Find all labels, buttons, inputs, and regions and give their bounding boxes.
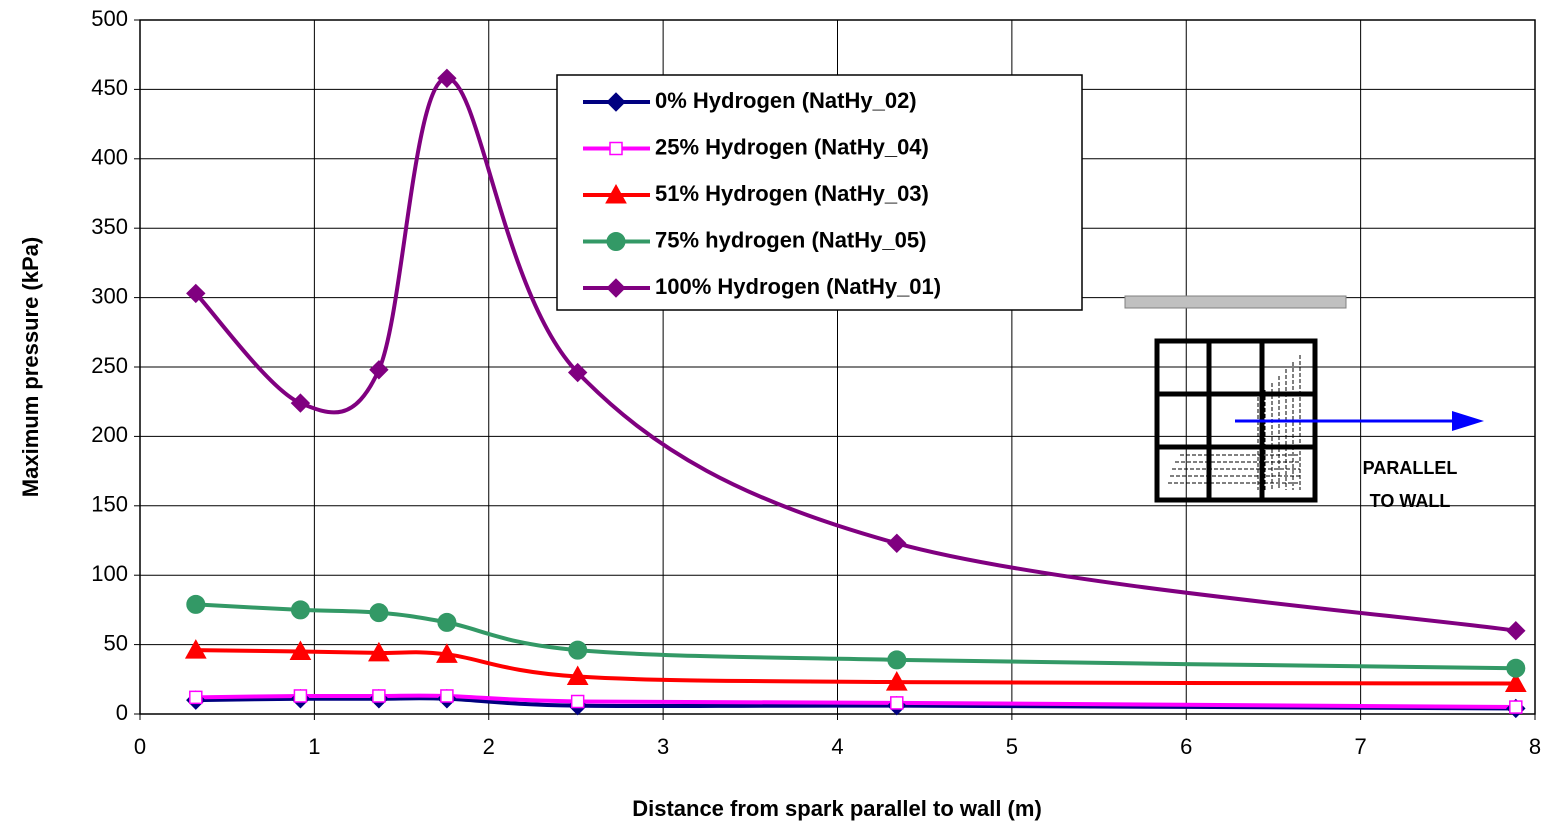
y-tick-label: 450 [91, 75, 128, 100]
marker [566, 665, 589, 686]
marker [1506, 658, 1526, 678]
legend-label: 51% Hydrogen (NatHy_03) [655, 181, 929, 206]
legend-marker [605, 183, 627, 204]
marker [440, 689, 454, 703]
annotation: PARALLEL [1363, 458, 1458, 478]
y-tick-label: 300 [91, 283, 128, 308]
marker [186, 283, 206, 304]
marker [567, 362, 588, 383]
y-axis-title: Maximum pressure (kPa) [18, 237, 43, 497]
marker [890, 696, 904, 710]
marker [568, 640, 588, 660]
marker [293, 689, 308, 703]
x-tick-label: 7 [1355, 734, 1367, 759]
arrow-head [1452, 411, 1484, 431]
inset-diagram: PARALLEL TO WALL [1124, 295, 1484, 511]
marker [437, 612, 457, 632]
y-tick-label: 200 [91, 422, 128, 447]
marker [1506, 621, 1526, 641]
x-tick-label: 4 [831, 734, 843, 759]
annotation: TO WALL [1370, 491, 1451, 511]
legend-marker [609, 141, 623, 156]
legend-label: 100% Hydrogen (NatHy_01) [655, 274, 941, 299]
marker [437, 68, 457, 89]
y-tick-label: 250 [91, 353, 128, 378]
legend-box [556, 74, 1083, 311]
series-group [184, 68, 1527, 719]
marker [289, 640, 312, 661]
y-tick-label: 350 [91, 214, 128, 239]
x-tick-label: 6 [1180, 734, 1192, 759]
series-line [195, 602, 1516, 671]
x-tick-label: 0 [134, 734, 146, 759]
marker [1504, 672, 1527, 692]
marker [887, 650, 907, 670]
legend-label: 25% Hydrogen (NatHy_04) [655, 134, 929, 159]
x-tick-label: 2 [483, 734, 495, 759]
marker [436, 643, 458, 663]
legend-marker [606, 232, 626, 251]
x-tick-label: 5 [1006, 734, 1018, 759]
y-tick-label: 50 [104, 630, 128, 655]
marker [885, 671, 908, 691]
y-tick-label: 500 [91, 6, 128, 31]
x-tick-label: 1 [308, 734, 320, 759]
legend-label: 0% Hydrogen (NatHy_02) [655, 88, 917, 113]
legend-marker [606, 92, 626, 112]
marker [369, 603, 389, 623]
y-tick-label: 100 [91, 561, 128, 586]
grid: 0 50 100 150 200 250 300 350 400 450 500 0 1 2 3 4 5 6 7 8 [91, 6, 1541, 759]
marker [189, 690, 203, 705]
y-tick-label: 150 [91, 492, 128, 517]
marker [368, 641, 390, 662]
y-tick-label: 400 [91, 145, 128, 170]
marker [887, 533, 907, 553]
marker [570, 694, 585, 709]
marker [1509, 700, 1523, 714]
legend-label: 75% hydrogen (NatHy_05) [655, 227, 926, 252]
marker [369, 360, 389, 380]
series-line [194, 76, 1517, 633]
x-tick-label: 3 [657, 734, 669, 759]
marker [186, 594, 206, 614]
x-axis-title: Distance from spark parallel to wall (m) [632, 796, 1042, 821]
marker [290, 393, 311, 413]
y-tick-label: 0 [116, 700, 128, 725]
legend: 0% Hydrogen (NatHy_02) 25% Hydrogen (NatH… [556, 74, 1083, 311]
wall [1124, 295, 1347, 309]
marker [290, 600, 310, 620]
marker [184, 639, 207, 659]
legend-marker [606, 278, 626, 298]
marker [372, 689, 386, 703]
plot-border [139, 19, 1536, 715]
x-tick-label: 8 [1529, 734, 1541, 759]
